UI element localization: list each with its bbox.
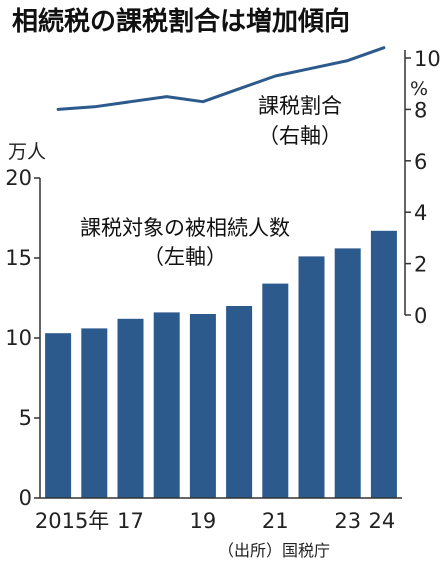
x-tick-label-2024: 24 — [369, 509, 396, 533]
bar-2024 — [370, 230, 397, 499]
x-tick-label-2015: 2015年 — [35, 509, 109, 533]
x-tick-label-2021: 21 — [262, 509, 289, 533]
right-tick-label-10: 10 — [414, 47, 441, 71]
bar-series-axis-note: （左軸） — [143, 245, 227, 269]
left-axis-unit: 万人 — [8, 141, 46, 163]
right-tick-label-2: 2 — [414, 253, 427, 277]
bar-2021 — [262, 283, 289, 498]
bar-2015 — [45, 333, 72, 498]
left-tick-label-15: 15 — [5, 246, 32, 270]
bar-2023 — [334, 248, 361, 498]
bar-2016 — [81, 328, 108, 498]
left-tick-label-5: 5 — [19, 406, 32, 430]
line-series-axis-note: （右軸） — [258, 124, 342, 148]
line-series-label: 課税割合 — [258, 94, 342, 118]
bar-2022 — [298, 256, 325, 498]
left-tick-label-20: 20 — [5, 166, 32, 190]
x-tick-label-2019: 19 — [190, 509, 217, 533]
bars-group — [45, 230, 397, 499]
right-axis-unit: % — [410, 78, 428, 100]
bar-2019 — [189, 314, 216, 498]
x-tick-label-2023: 23 — [334, 509, 361, 533]
right-tick-label-8: 8 — [414, 98, 427, 122]
left-tick-label-0: 0 — [19, 486, 32, 510]
bar-series-label: 課税対象の被相続人数 — [80, 216, 290, 240]
right-tick-label-6: 6 — [414, 150, 427, 174]
left-tick-label-10: 10 — [5, 326, 32, 350]
bar-2020 — [226, 306, 253, 498]
bar-2018 — [153, 312, 180, 498]
right-tick-label-0: 0 — [414, 304, 427, 328]
line-group — [56, 46, 386, 111]
chart-title: 相続税の課税割合は増加傾向 — [12, 6, 350, 37]
chart-source: （出所）国税庁 — [218, 541, 330, 560]
right-tick-label-4: 4 — [414, 201, 427, 225]
x-tick-label-2017: 17 — [117, 509, 144, 533]
line-series-path — [56, 46, 386, 111]
bar-2017 — [117, 318, 144, 498]
